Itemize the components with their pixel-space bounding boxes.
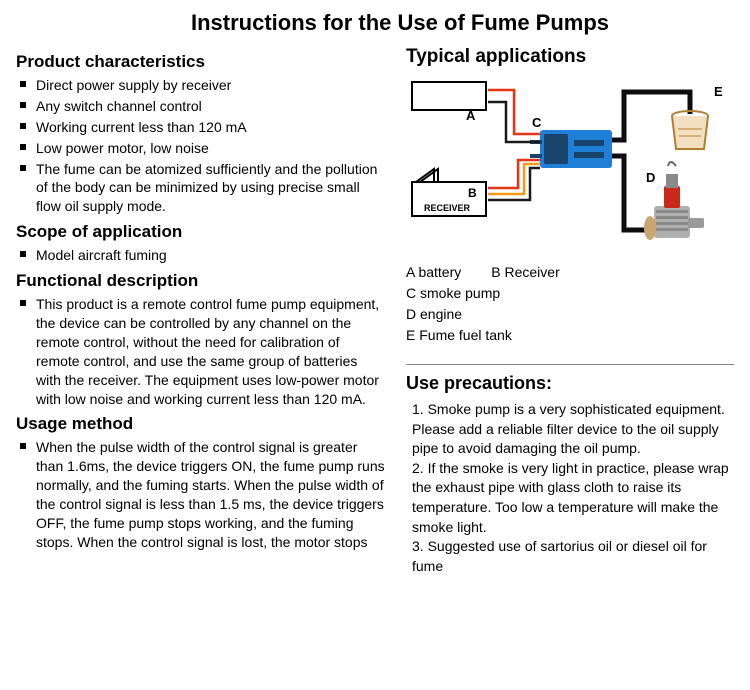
legend-a: A battery: [406, 262, 461, 283]
list-item: Working current less than 120 mA: [20, 118, 386, 137]
diagram-label-a: A: [466, 108, 476, 123]
scope-heading: Scope of application: [16, 222, 386, 242]
left-column: Product characteristics Direct power sup…: [16, 46, 386, 576]
functional-heading: Functional description: [16, 271, 386, 291]
diagram-legend: A battery B Receiver C smoke pump D engi…: [406, 262, 734, 346]
precaution-1: 1. Smoke pump is a very sophisticated eq…: [406, 400, 734, 459]
precautions-heading: Use precautions:: [406, 373, 734, 394]
legend-b: B Receiver: [491, 262, 559, 283]
diagram-label-e: E: [714, 84, 723, 99]
diagram-label-c: C: [532, 115, 542, 130]
svg-text:RECEIVER: RECEIVER: [424, 203, 471, 213]
characteristics-list: Direct power supply by receiver Any swit…: [16, 76, 386, 216]
list-item: When the pulse width of the control sign…: [20, 438, 386, 551]
usage-list: When the pulse width of the control sign…: [16, 438, 386, 551]
main-columns: Product characteristics Direct power sup…: [16, 46, 734, 576]
right-column: Typical applications A B RECEIVER C: [406, 46, 734, 576]
list-item: Direct power supply by receiver: [20, 76, 386, 95]
legend-d: D engine: [406, 304, 734, 325]
characteristics-heading: Product characteristics: [16, 52, 386, 72]
list-item: Any switch channel control: [20, 97, 386, 116]
list-item: Model aircraft fuming: [20, 246, 386, 265]
legend-e: E Fume fuel tank: [406, 325, 734, 346]
diagram-label-b: B: [468, 186, 477, 200]
legend-c: C smoke pump: [406, 283, 734, 304]
diagram-label-d: D: [646, 170, 655, 185]
functional-list: This product is a remote control fume pu…: [16, 295, 386, 408]
usage-heading: Usage method: [16, 414, 386, 434]
list-item: This product is a remote control fume pu…: [20, 295, 386, 408]
page-title: Instructions for the Use of Fume Pumps: [66, 10, 734, 36]
list-item: The fume can be atomized sufficiently an…: [20, 160, 386, 217]
list-item: Low power motor, low noise: [20, 139, 386, 158]
wiring-diagram: A B RECEIVER C: [406, 74, 726, 254]
precaution-3: 3. Suggested use of sartorius oil or die…: [406, 537, 734, 576]
applications-heading: Typical applications: [406, 46, 734, 68]
precaution-2: 2. If the smoke is very light in practic…: [406, 459, 734, 537]
section-divider: [406, 364, 734, 365]
scope-list: Model aircraft fuming: [16, 246, 386, 265]
